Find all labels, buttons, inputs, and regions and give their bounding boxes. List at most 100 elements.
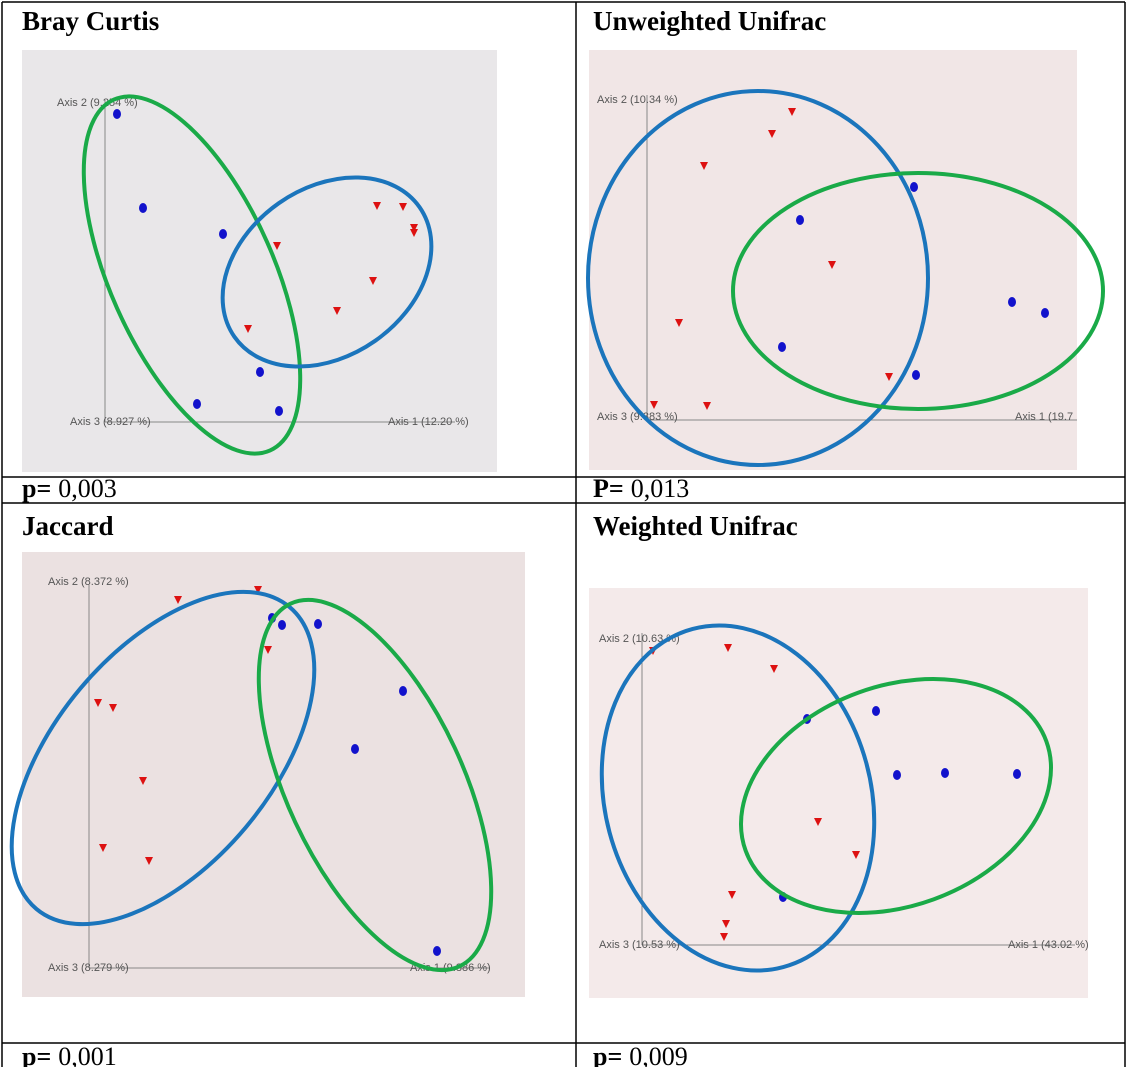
- p-value: 0,013: [631, 474, 690, 503]
- blue-point: [778, 342, 786, 352]
- blue-point: [872, 706, 880, 716]
- blue-point: [433, 946, 441, 956]
- red-triangle: [410, 229, 418, 237]
- blue-point: [1041, 308, 1049, 318]
- p-value: 0,009: [629, 1042, 688, 1067]
- red-triangle: [410, 224, 418, 232]
- blue-point: [278, 620, 286, 630]
- p-value-row: p= 0,003: [22, 474, 117, 503]
- blue-point: [1013, 769, 1021, 779]
- red-triangle: [650, 401, 658, 409]
- axis-label: Axis 1 (12.20 %): [388, 416, 469, 428]
- red-triangle: [174, 596, 182, 604]
- red-triangle: [852, 851, 860, 859]
- blue-point: [941, 768, 949, 778]
- group-ellipse: [731, 171, 1105, 411]
- red-triangle: [109, 704, 117, 712]
- red-triangle: [885, 373, 893, 381]
- red-triangle: [94, 699, 102, 707]
- blue-point: [893, 770, 901, 780]
- red-triangle: [722, 920, 730, 928]
- blue-point: [912, 370, 920, 380]
- axis-label: Axis 2 (10.63 %): [599, 633, 680, 645]
- group-ellipse: [586, 89, 930, 467]
- blue-point: [399, 686, 407, 696]
- blue-point: [113, 109, 121, 119]
- group-ellipse: [739, 677, 1053, 915]
- blue-point: [139, 203, 147, 213]
- red-triangle: [814, 818, 822, 826]
- blue-point: [256, 367, 264, 377]
- blue-point: [314, 619, 322, 629]
- panel-title: Unweighted Unifrac: [593, 6, 826, 36]
- red-triangle: [770, 665, 778, 673]
- axis-label: Axis 2 (9.254 %): [57, 97, 138, 109]
- red-triangle: [244, 325, 252, 333]
- panel-title: Bray Curtis: [22, 6, 159, 36]
- red-triangle: [728, 891, 736, 899]
- panel: Unweighted Unifrac Axis 2 (10.34 %) Axis 3…: [586, 6, 1105, 503]
- axis-label: Axis 2 (10.34 %): [597, 94, 678, 106]
- red-triangle: [399, 203, 407, 211]
- blue-point: [1008, 297, 1016, 307]
- axis-label: Axis 1 (19.7: [1015, 411, 1073, 423]
- red-triangle: [720, 933, 728, 941]
- axis-label: Axis 3 (8.279 %): [48, 962, 129, 974]
- red-triangle: [254, 586, 262, 594]
- blue-point: [796, 215, 804, 225]
- red-triangle: [724, 644, 732, 652]
- red-triangle: [264, 646, 272, 654]
- blue-point: [193, 399, 201, 409]
- axis-label: Axis 1 (43.02 %): [1008, 939, 1089, 951]
- plot: Axis 2 (9.254 %) Axis 3 (8.927 %) Axis 1 (…: [57, 94, 469, 456]
- p-value: 0,001: [58, 1042, 117, 1067]
- p-value: 0,003: [58, 474, 117, 503]
- red-triangle: [139, 777, 147, 785]
- red-triangle: [703, 402, 711, 410]
- p-label: p=: [22, 1042, 51, 1067]
- panel: Bray Curtis Axis 2 (9.254 %) Axis 3 (8.927…: [22, 6, 497, 503]
- group-ellipse: [220, 175, 434, 369]
- group-ellipse: [81, 94, 303, 456]
- plot-background: [589, 50, 1077, 470]
- plot: Axis 2 (10.63 %) Axis 3 (10.53 %) Axis 1 (…: [599, 623, 1089, 973]
- plot: Axis 2 (8.372 %)Axis 3 (8.279 %) Axis 1 (…: [9, 576, 494, 974]
- group-ellipse: [599, 623, 877, 973]
- red-triangle: [369, 277, 377, 285]
- p-value-row: P= 0,013: [593, 474, 689, 503]
- red-triangle: [768, 130, 776, 138]
- p-label: P=: [593, 474, 624, 503]
- red-triangle: [99, 844, 107, 852]
- red-triangle: [373, 202, 381, 210]
- red-triangle: [675, 319, 683, 327]
- p-value-row: p= 0,001: [22, 1042, 117, 1067]
- plot-background: [22, 50, 497, 472]
- red-triangle: [828, 261, 836, 269]
- panel-title: Jaccard: [22, 511, 113, 541]
- group-ellipse: [9, 589, 317, 927]
- axis-label: Axis 3 (9.383 %): [597, 411, 678, 423]
- p-value-row: p= 0,009: [593, 1042, 688, 1067]
- red-triangle: [788, 108, 796, 116]
- blue-point: [351, 744, 359, 754]
- red-triangle: [145, 857, 153, 865]
- blue-point: [275, 406, 283, 416]
- blue-point: [219, 229, 227, 239]
- red-triangle: [700, 162, 708, 170]
- plot-background: [589, 588, 1088, 998]
- p-label: p=: [22, 474, 51, 503]
- panel: Weighted Unifrac Axis 2 (10.63 %) Axis 3 (…: [589, 511, 1089, 1067]
- red-triangle: [273, 242, 281, 250]
- axis-label: Axis 3 (10.53 %): [599, 939, 680, 951]
- axis-label: Axis 2 (8.372 %): [48, 576, 129, 588]
- p-label: p=: [593, 1042, 622, 1067]
- plot: Axis 2 (10.34 %) Axis 3 (9.383 %) Axis 1 (…: [586, 89, 1105, 467]
- panel-title: Weighted Unifrac: [593, 511, 798, 541]
- red-triangle: [333, 307, 341, 315]
- blue-point: [910, 182, 918, 192]
- axis-label: Axis 3 (8.927 %): [70, 416, 151, 428]
- group-ellipse: [256, 597, 494, 973]
